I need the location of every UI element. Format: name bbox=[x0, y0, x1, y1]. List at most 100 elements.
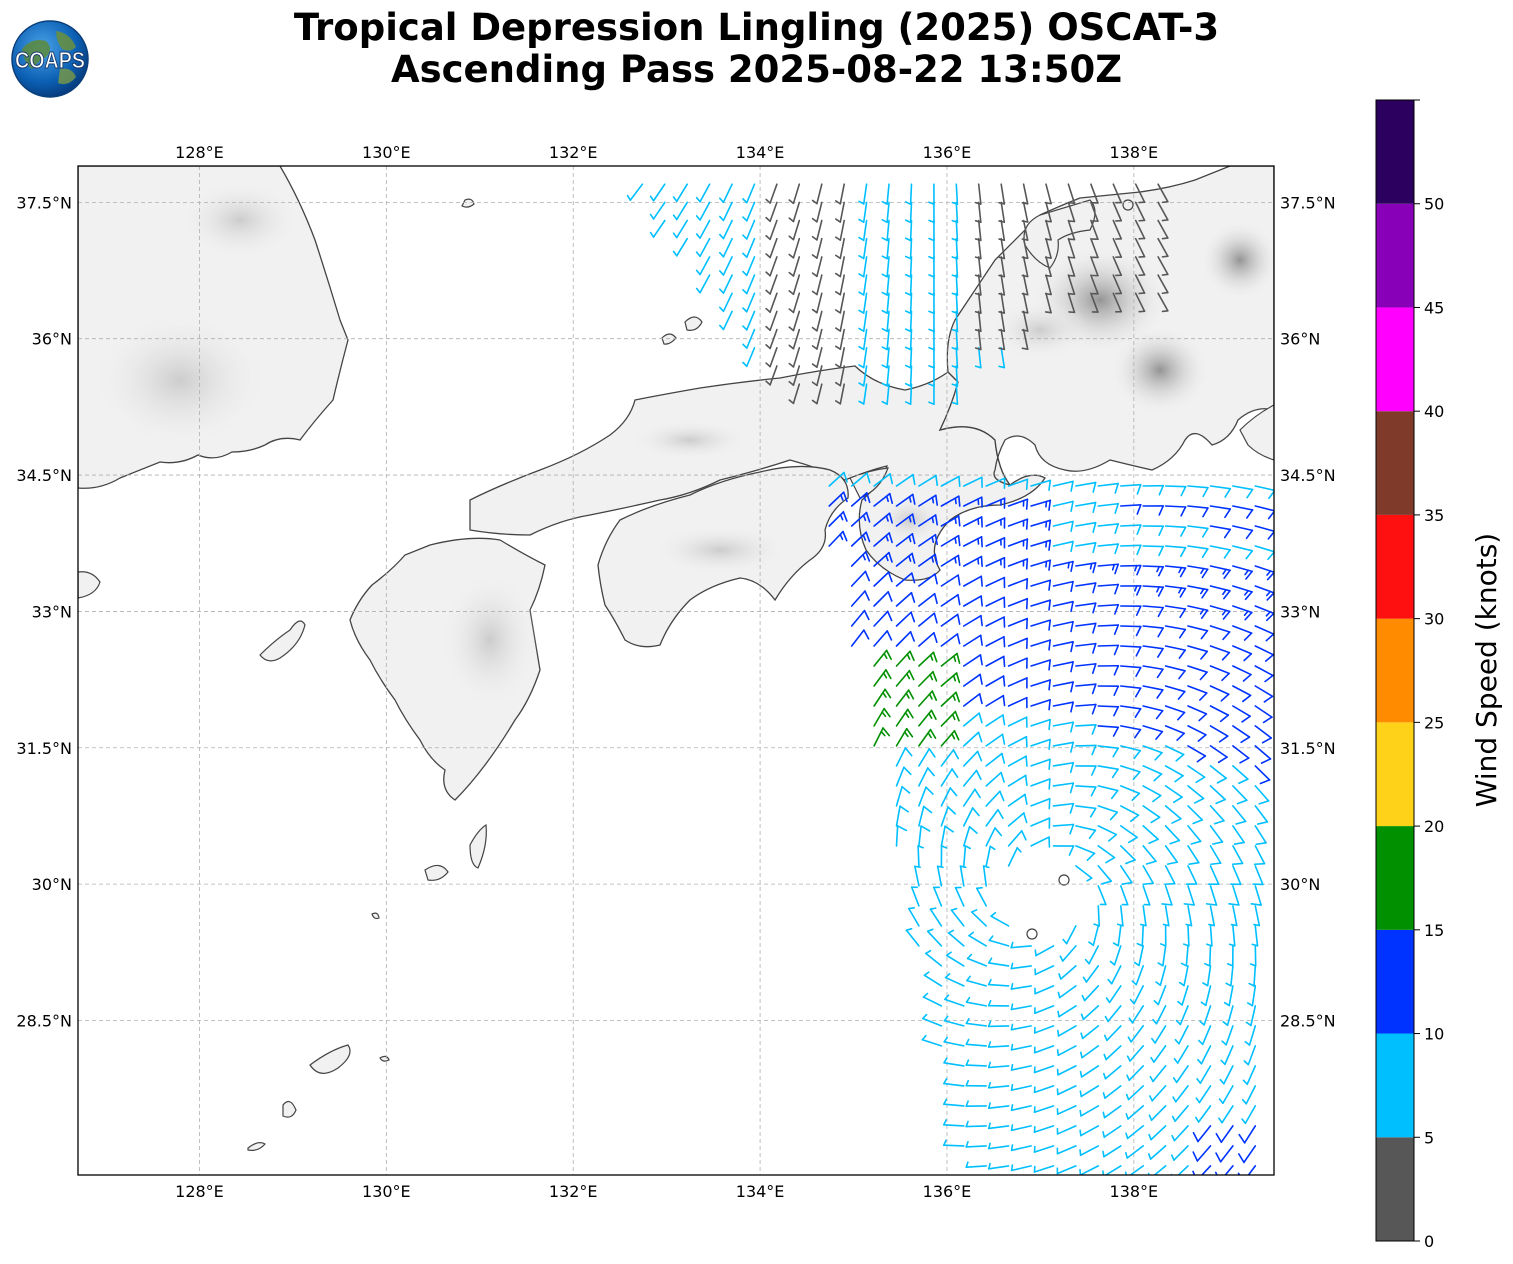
wind-barb bbox=[1208, 905, 1216, 927]
wind-barb bbox=[1170, 1165, 1189, 1175]
colorbar-segment bbox=[1376, 929, 1414, 1034]
colorbar-segment bbox=[1376, 100, 1414, 204]
wind-barb bbox=[905, 927, 920, 947]
wind-barb bbox=[1230, 865, 1242, 886]
wind-barb bbox=[974, 274, 982, 296]
wind-barb bbox=[1221, 1025, 1234, 1046]
wind-barb bbox=[1164, 745, 1185, 762]
wind-barb bbox=[895, 552, 916, 567]
wind-barb bbox=[1142, 645, 1164, 658]
wind-barb bbox=[834, 383, 846, 405]
wind-barb bbox=[1007, 538, 1029, 550]
wind-barb bbox=[1090, 219, 1099, 241]
wind-barb bbox=[985, 635, 1006, 648]
wind-barb bbox=[811, 310, 823, 332]
wind-barb bbox=[1209, 545, 1231, 559]
wind-barb bbox=[1241, 1085, 1257, 1105]
wind-barb bbox=[985, 655, 1006, 668]
wind-barb bbox=[1187, 765, 1206, 784]
wind-barb bbox=[895, 747, 913, 767]
wind-barb bbox=[940, 730, 960, 747]
wind-barb bbox=[1187, 505, 1209, 518]
wind-barb bbox=[1232, 625, 1253, 641]
wind-barb bbox=[1021, 237, 1029, 260]
wind-barb bbox=[1010, 1003, 1032, 1011]
wind-barb bbox=[1102, 1125, 1122, 1138]
wind-barb bbox=[918, 805, 933, 827]
wind-barb bbox=[1209, 845, 1222, 866]
chart-title-line1: Tropical Depression Lingling (2025) OSCA… bbox=[293, 6, 1220, 49]
wind-barb bbox=[1067, 237, 1076, 259]
wind-barb bbox=[1192, 1165, 1212, 1175]
wind-barb bbox=[765, 274, 778, 295]
wind-barb bbox=[962, 750, 983, 767]
wind-barb bbox=[873, 707, 891, 727]
wind-barb bbox=[1030, 599, 1052, 611]
wind-barb bbox=[918, 514, 939, 527]
wind-barb bbox=[873, 492, 894, 507]
wind-barb bbox=[1175, 1005, 1189, 1026]
wind-barb bbox=[1010, 1104, 1032, 1112]
wind-barb bbox=[966, 953, 988, 967]
wind-barb bbox=[858, 310, 868, 332]
wind-barb bbox=[982, 865, 990, 887]
wind-barb bbox=[873, 473, 894, 487]
wind-barb bbox=[1174, 1025, 1189, 1045]
wind-barb bbox=[1097, 583, 1120, 595]
wind-barb bbox=[834, 328, 846, 351]
wind-barb bbox=[850, 629, 870, 647]
wind-barb bbox=[943, 1078, 965, 1087]
wind-barb bbox=[672, 201, 689, 221]
wind-barb bbox=[1090, 237, 1099, 259]
wind-barb bbox=[1010, 1084, 1032, 1091]
wind-barb bbox=[928, 274, 935, 296]
wind-barb bbox=[1178, 965, 1189, 987]
wind-barb bbox=[1249, 945, 1257, 967]
wind-barb bbox=[1067, 183, 1076, 205]
wind-barb bbox=[904, 183, 913, 205]
wind-barb bbox=[1079, 1165, 1100, 1175]
wind-barb bbox=[881, 237, 890, 260]
wind-barb bbox=[1134, 219, 1146, 240]
wind-barb bbox=[1033, 1085, 1055, 1094]
wind-barb bbox=[895, 689, 915, 707]
wind-barb bbox=[1062, 925, 1077, 945]
wind-barb bbox=[974, 201, 982, 224]
wind-barb bbox=[1148, 1125, 1167, 1141]
wind-barb bbox=[1120, 685, 1142, 698]
wind-barb bbox=[1125, 1105, 1144, 1120]
wind-barb bbox=[1120, 504, 1142, 515]
wind-barb bbox=[834, 346, 846, 369]
wind-barb bbox=[1067, 256, 1076, 277]
wind-barb bbox=[1246, 985, 1257, 1007]
wind-barb bbox=[1007, 617, 1028, 630]
wind-barb bbox=[998, 310, 1006, 332]
wind-barb bbox=[1218, 1105, 1234, 1124]
wind-barb bbox=[940, 594, 961, 607]
wind-barb bbox=[998, 346, 1006, 369]
wind-barb bbox=[1173, 1045, 1189, 1064]
wind-barb bbox=[1056, 1125, 1077, 1135]
wind-barb bbox=[1075, 622, 1097, 634]
wind-barb bbox=[959, 865, 967, 887]
wind-barb bbox=[929, 907, 943, 927]
wind-barb bbox=[858, 201, 868, 223]
wind-barb bbox=[988, 935, 1010, 947]
wind-barb bbox=[1033, 1025, 1055, 1034]
lat-tick-label-left: 28.5°N bbox=[16, 1011, 72, 1030]
wind-barb bbox=[974, 328, 982, 351]
wind-barb bbox=[922, 1013, 943, 1027]
wind-barb bbox=[965, 1059, 988, 1067]
wind-barb bbox=[858, 292, 868, 314]
wind-barb bbox=[1052, 580, 1074, 593]
wind-barb bbox=[1187, 785, 1205, 804]
wind-barb bbox=[828, 530, 848, 547]
wind-barb bbox=[1127, 1025, 1144, 1043]
wind-barb bbox=[1232, 785, 1248, 805]
wind-barb bbox=[908, 907, 920, 927]
wind-barb bbox=[1142, 725, 1164, 740]
colorbar-tick-label: 10 bbox=[1424, 1025, 1444, 1044]
wind-barb bbox=[1079, 1105, 1100, 1117]
wind-barb bbox=[1021, 219, 1029, 241]
wind-barb bbox=[742, 256, 756, 277]
